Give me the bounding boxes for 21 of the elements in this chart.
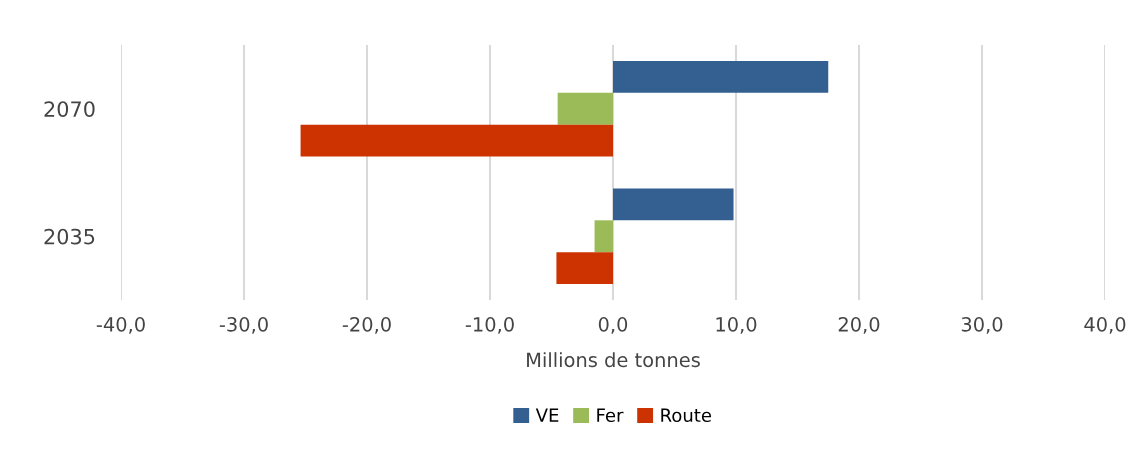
bar [613,188,734,221]
x-tick-label: 40,0 [1084,317,1126,334]
bar [613,60,829,93]
bar [300,124,613,157]
legend-label: Route [661,408,712,423]
x-tick-label: -20,0 [342,317,391,334]
bar [557,92,613,125]
bar [556,252,613,285]
x-tick-label: 30,0 [961,317,1003,334]
y-tick-label: 2070 [44,101,95,117]
x-tick-label: 20,0 [838,317,880,334]
x-tick-label: -30,0 [219,317,268,334]
legend-label: Fer [597,408,624,423]
bar [594,220,613,253]
y-tick-label: 2035 [44,228,95,245]
x-tick-label: 0,0 [598,317,628,334]
x-tick-label: -40,0 [96,317,145,334]
x-tick-label: 10,0 [716,317,757,334]
x-tick-label: -10,0 [465,317,514,334]
legend-label: VE [535,408,559,422]
x-axis-title: Millions de tonnes [527,352,700,368]
